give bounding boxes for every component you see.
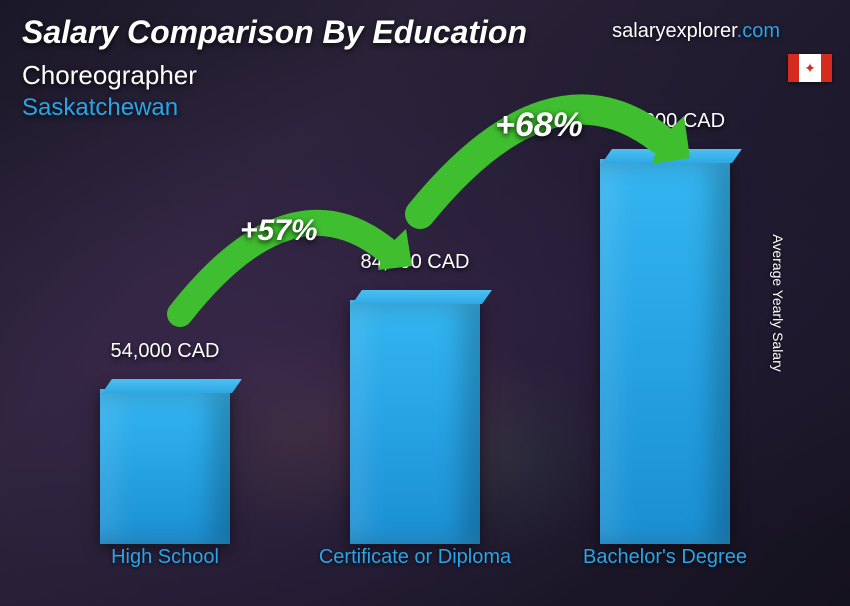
brand-watermark: salaryexplorer.com [612,20,780,43]
bar-col-0: 54,000 CAD [75,389,255,544]
bar-col-1: 84,800 CAD [325,300,505,544]
infographic-stage: Salary Comparison By Education Choreogra… [0,0,850,606]
brand-name: salaryexplorer [612,20,737,42]
maple-leaf-icon: ✦ [804,61,816,75]
subtitle-job: Choreographer [22,60,197,91]
bar-chart: 54,000 CAD 84,800 CAD 142,000 CAD +57% [40,130,790,594]
bar-label-1: Certificate or Diploma [315,546,515,594]
bar-col-2: 142,000 CAD [575,159,755,544]
bar-label-2: Bachelor's Degree [565,546,765,594]
bar-value-0: 54,000 CAD [111,340,220,363]
bars-container: 54,000 CAD 84,800 CAD 142,000 CAD [40,130,790,544]
x-labels: High School Certificate or Diploma Bache… [40,546,790,594]
title: Salary Comparison By Education [22,14,527,51]
bar-0 [100,389,230,544]
bar-value-1: 84,800 CAD [361,251,470,274]
subtitle-region: Saskatchewan [22,94,178,122]
brand-domain: .com [737,20,780,42]
bar-1 [350,300,480,544]
bar-label-0: High School [65,546,265,594]
bar-2 [600,159,730,544]
flag-canada-icon: ✦ [788,54,832,82]
bar-value-2: 142,000 CAD [605,110,725,133]
